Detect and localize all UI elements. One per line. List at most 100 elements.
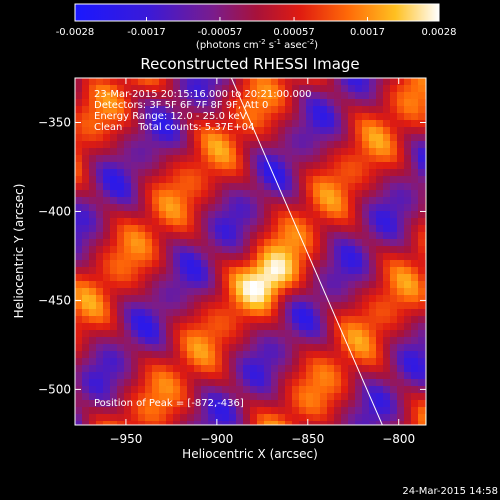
heatmap-cell [215, 204, 222, 211]
heatmap-cell [299, 169, 306, 176]
heatmap-cell [376, 211, 383, 218]
heatmap-cell [152, 106, 159, 113]
heatmap-cell [159, 393, 166, 400]
heatmap-cell [292, 281, 299, 288]
heatmap-cell [201, 225, 208, 232]
heatmap-cell [131, 267, 138, 274]
heatmap-cell [194, 386, 201, 393]
heatmap-cell [411, 295, 418, 302]
heatmap-cell [278, 197, 285, 204]
heatmap-cell [89, 281, 96, 288]
heatmap-cell [369, 344, 376, 351]
heatmap-cell [250, 127, 257, 134]
heatmap-cell [334, 197, 341, 204]
heatmap-cell [173, 169, 180, 176]
heatmap-cell [320, 78, 327, 85]
heatmap-cell [341, 365, 348, 372]
heatmap-cell [390, 302, 397, 309]
heatmap-cell [117, 365, 124, 372]
heatmap-cell [250, 274, 257, 281]
heatmap-cell [306, 78, 313, 85]
heatmap-cell [264, 225, 271, 232]
heatmap-cell [194, 176, 201, 183]
heatmap-cell [299, 183, 306, 190]
heatmap-cell [187, 106, 194, 113]
heatmap-cell [292, 344, 299, 351]
heatmap-cell [369, 421, 376, 425]
heatmap-cell [96, 351, 103, 358]
heatmap-cell [145, 351, 152, 358]
heatmap-cell [397, 330, 404, 337]
heatmap-cell [355, 127, 362, 134]
heatmap-cell [75, 288, 82, 295]
heatmap-cell [362, 379, 369, 386]
heatmap-cell [96, 386, 103, 393]
heatmap-cell [180, 400, 187, 407]
heatmap-cell [299, 211, 306, 218]
heatmap-cell [257, 134, 264, 141]
heatmap-cell [397, 155, 404, 162]
heatmap-cell [257, 393, 264, 400]
heatmap-cell [75, 309, 82, 316]
heatmap-cell [264, 232, 271, 239]
heatmap-cell [103, 386, 110, 393]
heatmap-cell [180, 190, 187, 197]
heatmap-cell [313, 309, 320, 316]
heatmap-cell [187, 148, 194, 155]
heatmap-cell [103, 246, 110, 253]
heatmap-cell [348, 379, 355, 386]
heatmap-cell [355, 204, 362, 211]
heatmap-cell [215, 120, 222, 127]
heatmap-cell [117, 106, 124, 113]
heatmap-cell [264, 316, 271, 323]
heatmap-cell [411, 260, 418, 267]
heatmap-cell [341, 162, 348, 169]
heatmap-cell [75, 344, 82, 351]
heatmap-cell [194, 183, 201, 190]
heatmap-cell [271, 232, 278, 239]
heatmap-cell [411, 386, 418, 393]
heatmap-cell [222, 274, 229, 281]
heatmap-cell [369, 281, 376, 288]
heatmap-cell [285, 260, 292, 267]
heatmap-cell [229, 155, 236, 162]
heatmap-cell [124, 407, 131, 414]
heatmap-cell [250, 204, 257, 211]
heatmap-cell [292, 337, 299, 344]
heatmap-cell [82, 337, 89, 344]
heatmap-cell [264, 302, 271, 309]
heatmap-cell [306, 120, 313, 127]
heatmap-cell [215, 281, 222, 288]
heatmap-cell [82, 379, 89, 386]
heatmap-cell [194, 232, 201, 239]
heatmap-cell [243, 386, 250, 393]
heatmap-cell [145, 281, 152, 288]
heatmap-cell [89, 274, 96, 281]
heatmap-cell [299, 99, 306, 106]
heatmap-cell [383, 267, 390, 274]
heatmap-cell [229, 204, 236, 211]
heatmap-cell [173, 162, 180, 169]
heatmap-cell [152, 400, 159, 407]
heatmap-cell [320, 281, 327, 288]
heatmap-cell [159, 183, 166, 190]
heatmap-cell [110, 309, 117, 316]
colorbar-tick-label: 0.00057 [273, 27, 314, 38]
heatmap-cell [215, 337, 222, 344]
heatmap-cell [152, 162, 159, 169]
heatmap-cell [222, 393, 229, 400]
heatmap-cell [89, 414, 96, 421]
heatmap-cell [103, 141, 110, 148]
heatmap-cell [152, 99, 159, 106]
heatmap-cell [250, 162, 257, 169]
heatmap-cell [180, 239, 187, 246]
heatmap-cell [264, 379, 271, 386]
heatmap-cell [299, 253, 306, 260]
heatmap-cell [173, 141, 180, 148]
heatmap-cell [418, 218, 425, 225]
heatmap-cell [145, 211, 152, 218]
heatmap-cell [285, 176, 292, 183]
heatmap-cell [187, 78, 194, 85]
heatmap-cell [278, 302, 285, 309]
heatmap-cell [299, 225, 306, 232]
